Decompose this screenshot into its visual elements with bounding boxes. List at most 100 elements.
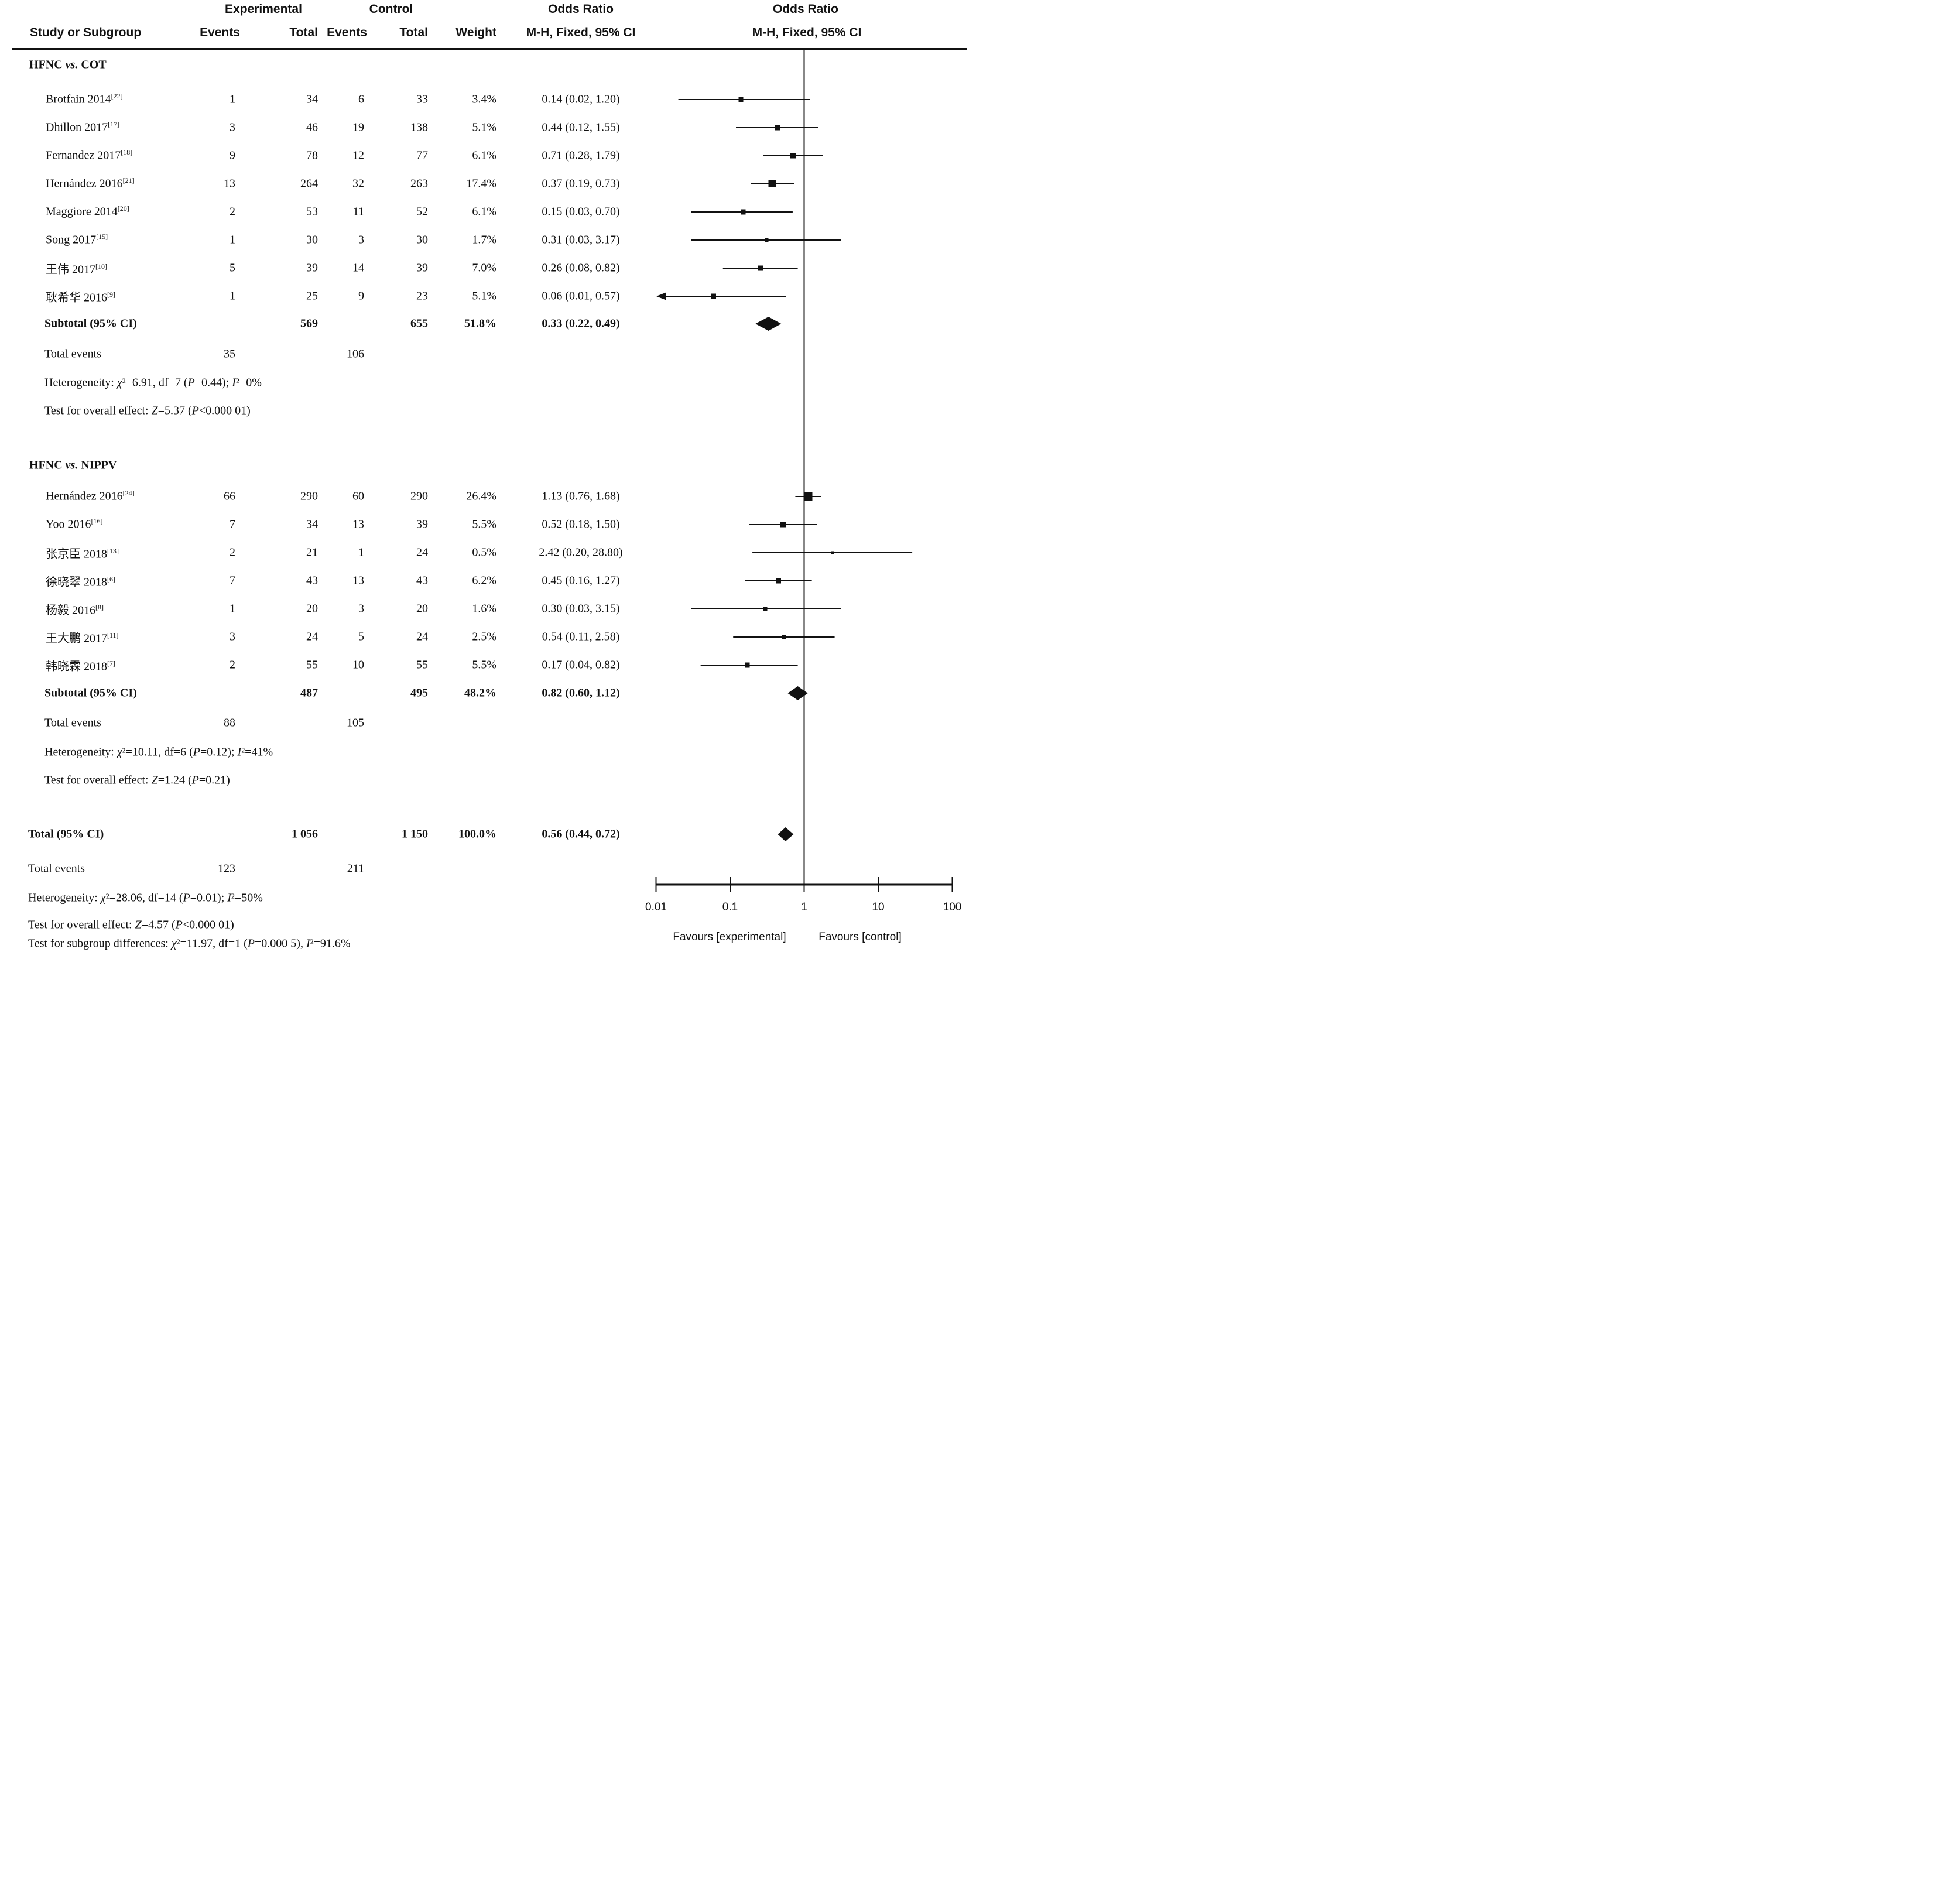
header-divider <box>12 48 967 50</box>
ctl-total-value: 20 <box>416 602 428 615</box>
exp-events-value: 88 <box>224 716 235 730</box>
heterogeneity-row-text: Heterogeneity: χ²=10.11, df=6 (P=0.12); … <box>44 745 273 759</box>
exp-total-value: 55 <box>306 658 318 672</box>
total-events-label: Total events <box>28 862 85 875</box>
or-ci-text: 0.33 (0.22, 0.49) <box>542 317 620 330</box>
study-label: Dhillon 2017[17] <box>46 119 120 134</box>
exp-total-value: 46 <box>306 121 318 134</box>
or-ci-text: 0.82 (0.60, 1.12) <box>542 686 620 700</box>
study-label: 韩晓霖 2018[7] <box>46 659 115 673</box>
subtotal-label: Subtotal (95% CI) <box>44 686 137 700</box>
or-ci-text: 0.52 (0.18, 1.50) <box>542 518 620 531</box>
or-point-marker <box>790 153 796 159</box>
ctl-total-value: 39 <box>416 518 428 531</box>
exp-total-value: 25 <box>306 289 318 303</box>
or-ci-text: 0.45 (0.16, 1.27) <box>542 574 620 587</box>
ctl-total-value: 52 <box>416 205 428 218</box>
ctl-events-value: 105 <box>347 716 364 730</box>
ctl-events-value: 5 <box>358 630 364 643</box>
exp-total-value: 569 <box>300 317 318 330</box>
or-ci-text: 0.44 (0.12, 1.55) <box>542 121 620 134</box>
or-ci-text: 0.56 (0.44, 0.72) <box>542 827 620 841</box>
ctl-events-value: 1 <box>358 546 364 559</box>
overall-effect-row-text: Test for overall effect: Z=5.37 (P<0.000… <box>44 404 251 417</box>
overall-effect-total-row-text: Test for overall effect: Z=4.57 (P<0.000… <box>28 918 234 932</box>
subgroup-differences-row-text: Test for subgroup differences: χ²=11.97,… <box>28 937 351 950</box>
weight-value: 6.1% <box>472 205 496 218</box>
or-point-marker <box>740 209 746 215</box>
study-label: Maggiore 2014[20] <box>46 204 129 218</box>
or-ci-text: 1.13 (0.76, 1.68) <box>542 489 620 503</box>
study-label: Hernández 2016[24] <box>46 488 135 503</box>
exp-total-value: 43 <box>306 574 318 587</box>
ctl-total-value: 1 150 <box>402 827 428 841</box>
study-label: 王伟 2017[10] <box>46 262 107 276</box>
study-label: Brotfain 2014[22] <box>46 91 123 106</box>
exp-events-value: 3 <box>230 121 235 134</box>
exp-events-value: 9 <box>230 149 235 162</box>
exp-events-value: 1 <box>230 93 235 106</box>
ctl-total-value: 23 <box>416 289 428 303</box>
weight-column-header: Weight <box>455 26 496 39</box>
exp-events-value: 1 <box>230 602 235 615</box>
exp-events-value: 1 <box>230 289 235 303</box>
or-point-marker <box>776 578 782 584</box>
exp-total-value: 264 <box>300 177 318 190</box>
exp-events-value: 13 <box>224 177 235 190</box>
ctl-total-value: 55 <box>416 658 428 672</box>
weight-value: 7.0% <box>472 261 496 275</box>
exp-events-value: 2 <box>230 658 235 672</box>
ctl-events-value: 19 <box>352 121 364 134</box>
or-point-marker <box>744 662 750 668</box>
exp-events-column-header: Events <box>200 26 240 39</box>
exp-events-value: 3 <box>230 630 235 643</box>
weight-value: 5.5% <box>472 658 496 672</box>
or-point-marker <box>782 635 787 639</box>
or-point-marker <box>711 293 717 299</box>
total-diamond <box>778 827 794 841</box>
exp-events-value: 2 <box>230 205 235 218</box>
ctl-total-value: 290 <box>410 489 428 503</box>
exp-events-value: 66 <box>224 489 235 503</box>
total-events-label: Total events <box>44 347 101 361</box>
or-point-marker <box>758 265 764 271</box>
exp-events-value: 7 <box>230 518 235 531</box>
or-ci-text: 0.71 (0.28, 1.79) <box>542 149 620 162</box>
mh-text-column-header: M-H, Fixed, 95% CI <box>526 26 636 39</box>
x-axis-tick-label: 0.01 <box>645 901 667 913</box>
ctl-events-value: 3 <box>358 602 364 615</box>
exp-total-value: 21 <box>306 546 318 559</box>
or-ci-text: 0.15 (0.03, 0.70) <box>542 205 620 218</box>
weight-value: 100.0% <box>458 827 496 841</box>
exp-events-value: 35 <box>224 347 235 361</box>
or-ci-text: 0.31 (0.03, 3.17) <box>542 233 620 246</box>
ctl-total-value: 263 <box>410 177 428 190</box>
ctl-events-column-header: Events <box>327 26 367 39</box>
or-point-marker <box>738 97 744 102</box>
ctl-total-value: 655 <box>410 317 428 330</box>
study-label: Song 2017[15] <box>46 232 108 246</box>
study-column-header: Study or Subgroup <box>30 26 142 39</box>
weight-value: 1.6% <box>472 602 496 615</box>
or-ci-text: 2.42 (0.20, 28.80) <box>539 546 623 559</box>
exp-total-column-header: Total <box>289 26 318 39</box>
or-point-marker <box>831 551 834 554</box>
favours-experimental-label: Favours [experimental] <box>673 931 786 943</box>
exp-total-value: 20 <box>306 602 318 615</box>
weight-value: 2.5% <box>472 630 496 643</box>
exp-total-value: 78 <box>306 149 318 162</box>
weight-value: 1.7% <box>472 233 496 246</box>
weight-value: 3.4% <box>472 93 496 106</box>
ctl-total-value: 39 <box>416 261 428 275</box>
ctl-events-value: 106 <box>347 347 364 361</box>
study-label: 王大鹏 2017[11] <box>46 631 119 645</box>
experimental-group-header: Experimental <box>225 2 302 16</box>
or-point-marker <box>804 492 813 501</box>
ci-left-arrow-icon <box>656 292 666 300</box>
exp-total-value: 24 <box>306 630 318 643</box>
ctl-events-value: 12 <box>352 149 364 162</box>
ctl-events-value: 211 <box>347 862 364 875</box>
total-events-label: Total events <box>44 716 101 730</box>
weight-value: 51.8% <box>464 317 496 330</box>
exp-total-value: 30 <box>306 233 318 246</box>
